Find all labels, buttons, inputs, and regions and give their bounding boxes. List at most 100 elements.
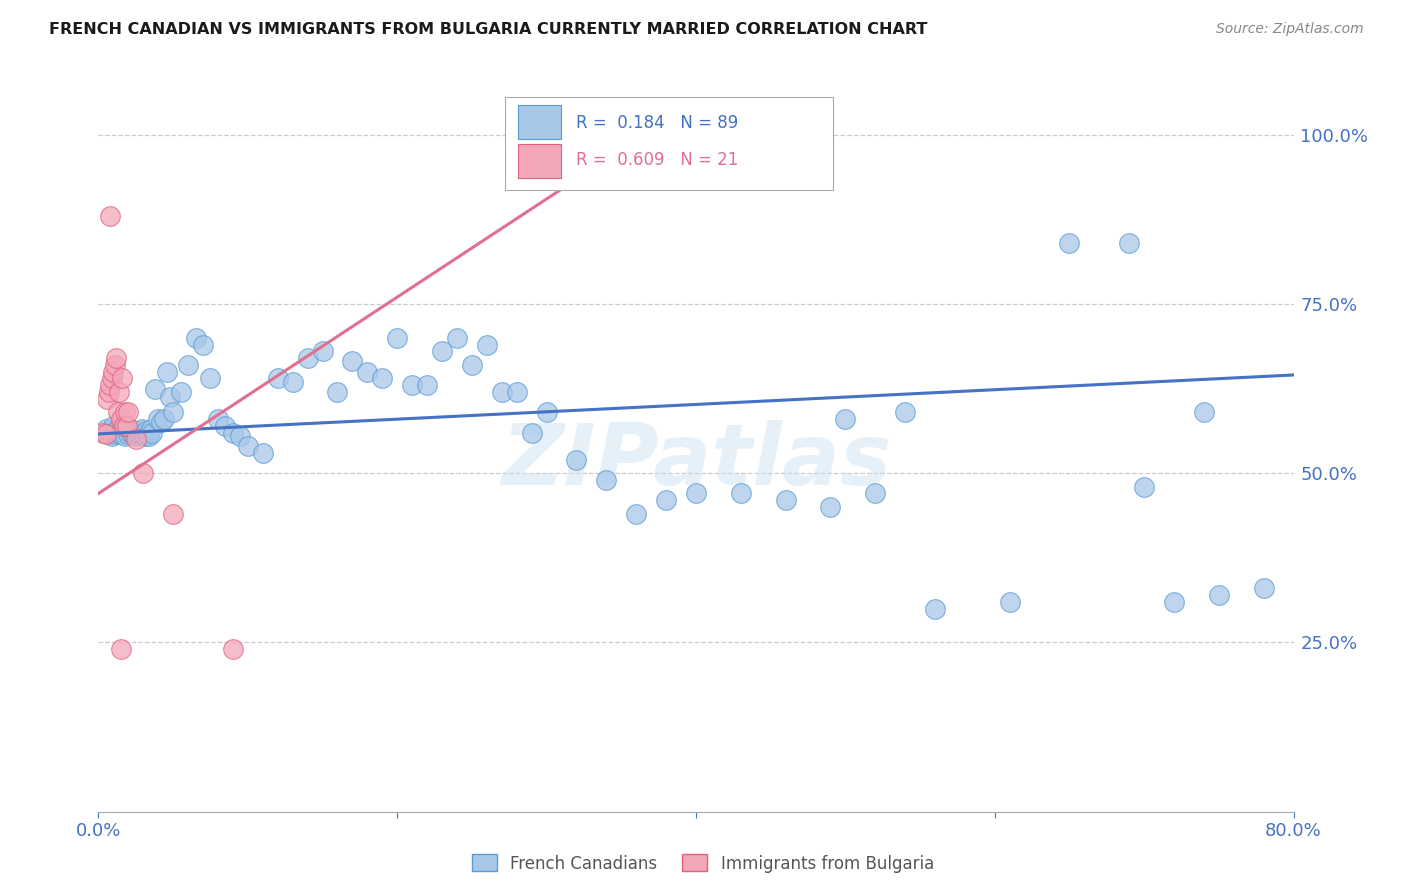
Point [107,405,129,419]
Point [150,416,173,430]
Point [120,425,142,440]
Point [135,424,157,438]
Point [114,405,136,419]
Point [128,426,150,441]
Point [326,384,349,399]
Text: Source: ZipAtlas.com: Source: ZipAtlas.com [1216,22,1364,37]
Point [475,337,498,351]
Point [114,429,136,443]
Point [97,384,120,399]
Point [98,424,122,438]
Point [430,344,453,359]
Point [236,439,259,453]
Point [169,384,191,399]
Point [136,426,159,441]
Text: R =  0.609   N = 21: R = 0.609 N = 21 [576,151,738,169]
Point [214,418,236,433]
Point [281,375,304,389]
Point [685,486,707,500]
Point [565,452,588,467]
Point [129,424,152,438]
Point [222,425,245,440]
Point [124,424,146,438]
Point [536,405,558,419]
Legend: French Canadians, Immigrants from Bulgaria: French Canadians, Immigrants from Bulgar… [465,847,941,880]
Point [200,371,222,385]
Point [134,429,156,443]
Text: ZIPatlas: ZIPatlas [501,420,891,503]
Point [595,473,617,487]
Point [101,429,124,443]
Point [115,418,138,433]
Point [125,429,148,443]
FancyBboxPatch shape [517,144,561,178]
Point [104,358,127,372]
Point [96,425,118,440]
Point [141,425,163,440]
Point [1118,235,1140,250]
Point [820,500,842,514]
Point [1059,235,1081,250]
Point [117,405,139,419]
Point [162,507,184,521]
Point [775,493,797,508]
Point [998,595,1021,609]
Point [491,384,513,399]
Point [297,351,319,365]
Point [110,412,132,426]
Point [162,405,184,419]
Point [125,433,148,447]
Point [94,422,117,436]
Text: FRENCH CANADIAN VS IMMIGRANTS FROM BULGARIA CURRENTLY MARRIED CORRELATION CHART: FRENCH CANADIAN VS IMMIGRANTS FROM BULGA… [49,22,928,37]
Point [110,642,132,657]
Point [103,418,125,433]
Point [252,446,274,460]
Point [98,209,122,223]
Point [107,422,129,436]
Point [91,425,114,440]
Point [118,422,141,436]
Point [110,426,132,441]
Point [115,424,138,438]
FancyBboxPatch shape [505,96,834,190]
Point [148,412,170,426]
Point [121,426,143,441]
Point [371,371,394,385]
Point [139,422,162,436]
Y-axis label: Currently Married: Currently Married [0,360,8,518]
Point [1192,405,1215,419]
Point [111,371,134,385]
Point [385,331,409,345]
Point [98,378,122,392]
Point [112,425,135,440]
Point [894,405,917,419]
Point [401,378,423,392]
Point [105,351,128,365]
Point [1133,480,1156,494]
Point [143,382,166,396]
Point [207,412,229,426]
Point [132,466,155,480]
Point [222,642,245,657]
Point [94,426,117,441]
FancyBboxPatch shape [517,105,561,139]
Point [1208,588,1230,602]
Point [127,425,149,440]
Point [446,331,468,345]
Point [156,365,179,379]
Point [229,429,252,443]
Point [461,358,484,372]
Point [108,425,131,440]
Point [96,392,118,406]
Point [865,486,887,500]
Point [111,422,134,436]
Point [112,418,135,433]
Point [97,426,120,441]
Point [1253,582,1275,596]
Point [924,601,946,615]
Point [117,426,139,441]
Point [104,426,127,441]
Point [626,507,648,521]
Point [101,371,124,385]
Text: R =  0.184   N = 89: R = 0.184 N = 89 [576,114,738,132]
